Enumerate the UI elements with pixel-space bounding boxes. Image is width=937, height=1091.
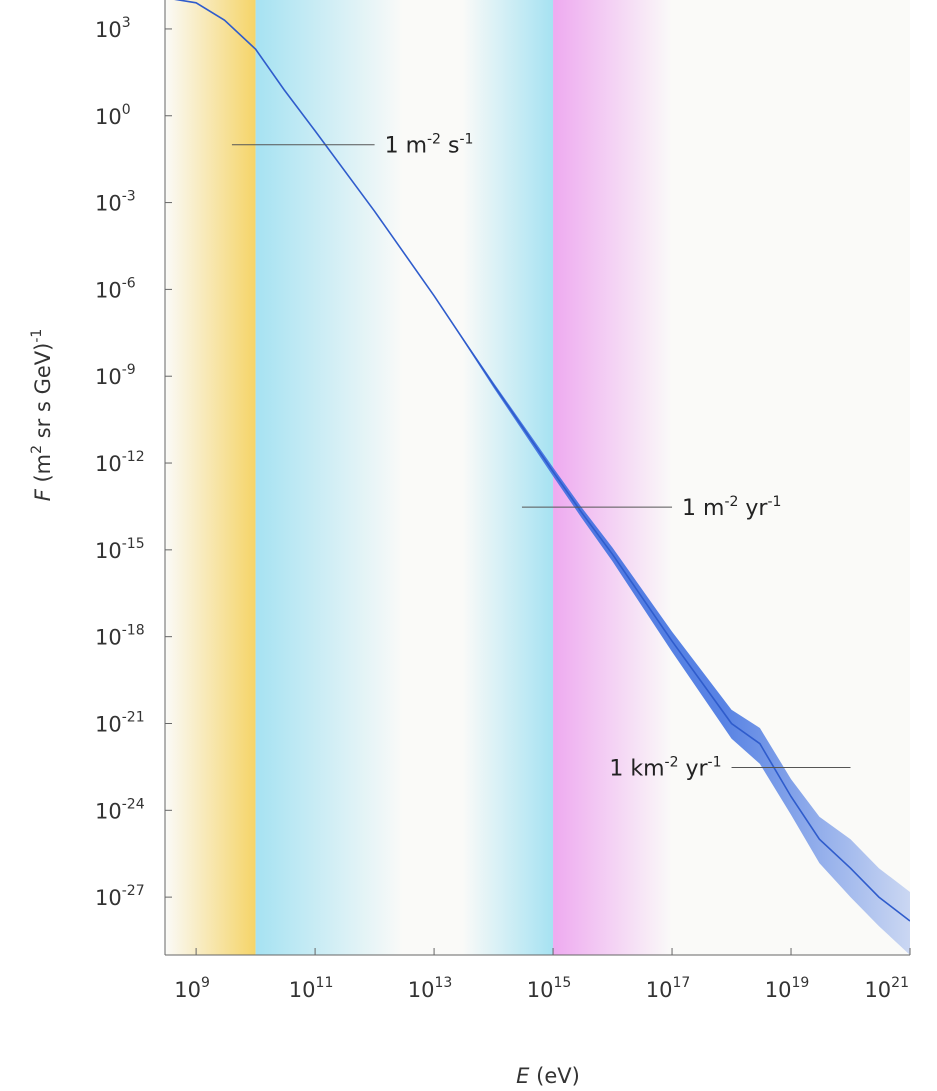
energy-band-4	[553, 0, 673, 955]
energy-bands	[165, 0, 673, 955]
y-axis-label-sup1: 2	[29, 445, 45, 454]
y-tick-label-8: 10-18	[95, 623, 145, 650]
x-axis-label-var: E	[516, 1064, 530, 1088]
axes	[164, 0, 910, 956]
flux-uncertainty-band	[179, 0, 910, 955]
flux-curve-group	[174, 0, 910, 955]
y-tick-label-6: 10-12	[95, 449, 145, 476]
annotation-label-2: 1 m-2 yr-1	[682, 494, 781, 521]
x-tick-label-5: 1017	[646, 975, 691, 1002]
x-axis-label: E (eV)	[516, 1064, 580, 1088]
y-axis-label-pre: (m	[31, 454, 55, 489]
annotation-label-1: 1 m-2 s-1	[385, 132, 474, 159]
x-tick-label-6: 1019	[765, 975, 810, 1002]
y-tick-label-7: 10-15	[95, 536, 145, 563]
y-tick-labels: 103 100 10-3 10-6 10-9 10-12 10-15 10-18 10-21 10…	[95, 15, 172, 910]
y-axis-label: F (m2 sr s GeV)-1	[29, 329, 55, 502]
annotation-label-3: 1 km-2 yr-1	[609, 755, 721, 782]
x-tick-label-2: 1011	[289, 975, 334, 1002]
y-tick-label-1: 103	[95, 15, 131, 42]
y-axis-label-mid: sr s GeV)	[31, 343, 55, 445]
x-tick-label-7: 1021	[864, 975, 909, 1002]
energy-band-3	[462, 0, 554, 955]
x-tick-label-4: 1015	[527, 975, 572, 1002]
y-tick-label-9: 10-21	[95, 709, 145, 736]
y-tick-label-2: 100	[95, 102, 131, 129]
x-tick-label-3: 1013	[408, 975, 453, 1002]
x-axis-label-unit: (eV)	[529, 1064, 579, 1088]
flux-line	[174, 0, 910, 922]
x-tick-label-1: 109	[174, 975, 210, 1002]
y-tick-label-5: 10-9	[95, 362, 136, 389]
energy-band-1	[165, 0, 256, 955]
y-tick-label-10: 10-24	[95, 796, 145, 823]
y-tick-label-4: 10-6	[95, 275, 136, 302]
y-tick-label-3: 10-3	[95, 189, 136, 216]
y-axis-label-sup2: -1	[29, 329, 45, 343]
y-tick-label-11: 10-27	[95, 883, 145, 910]
annotations: 1 m-2 s-1 1 m-2 yr-1 1 km-2 yr-1	[231, 132, 851, 782]
energy-band-2	[255, 0, 403, 955]
x-tick-labels: 109 1011 1013 1015 1017 1019 1021	[174, 948, 911, 1002]
y-axis-label-var: F	[31, 488, 55, 501]
